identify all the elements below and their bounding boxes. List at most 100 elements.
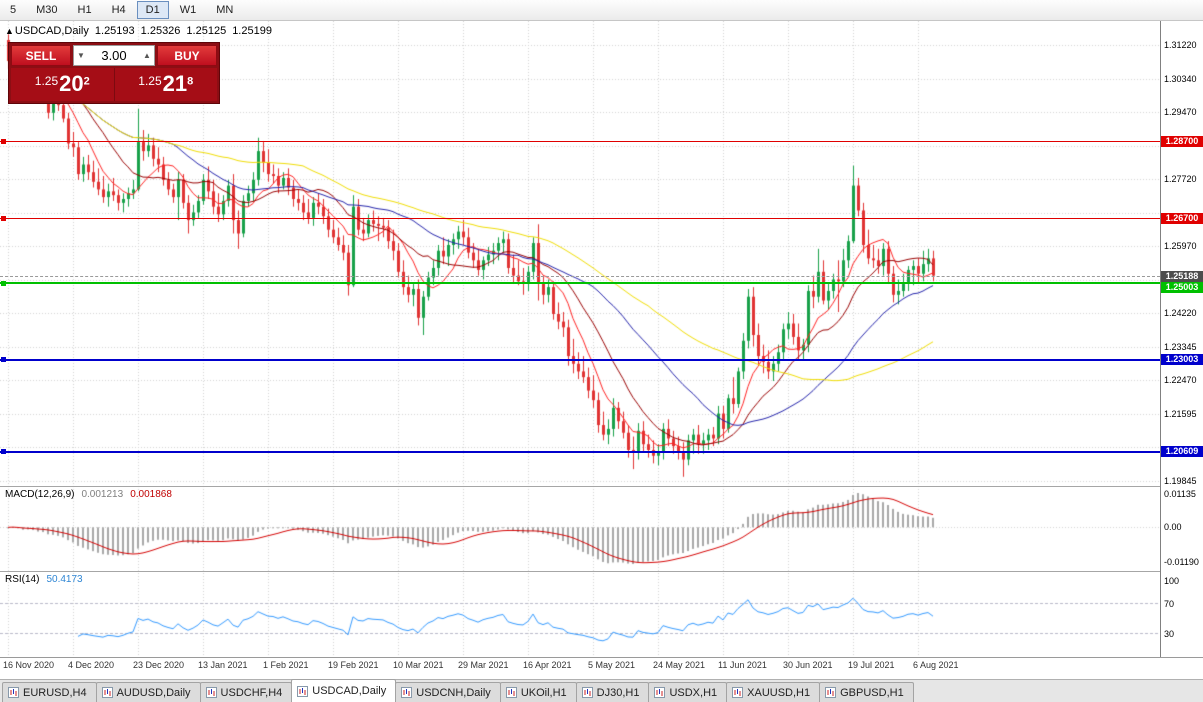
- buy-button[interactable]: BUY: [157, 45, 217, 66]
- timeframe-w1[interactable]: W1: [179, 4, 197, 16]
- price-axis-label: 1.19845: [1164, 475, 1197, 486]
- chart-tab-label: EURUSD,H4: [23, 686, 87, 699]
- ohlc-close: 1.25199: [232, 25, 272, 37]
- bid-price-line: [0, 276, 1160, 277]
- macd-axis-label: 0.00: [1164, 522, 1182, 533]
- price-axis-label: 1.24220: [1164, 308, 1197, 319]
- price-axis-label: 1.27720: [1164, 174, 1197, 185]
- chart-tab-label: XAUUSD,H1: [747, 686, 811, 699]
- chart-tab-icon: [505, 687, 517, 698]
- chart-tab-xauusd-h1[interactable]: XAUUSD,H1: [726, 682, 821, 702]
- date-axis: 16 Nov 2020 4 Dec 2020 23 Dec 2020 13 Jan 2…: [0, 658, 1160, 673]
- ohlc-high: 1.25326: [140, 25, 181, 37]
- chart-tab-icon: [205, 687, 217, 698]
- rsi-axis-label: 30: [1164, 628, 1175, 639]
- line-handle-icon[interactable]: [1, 216, 6, 221]
- rsi-axis-label: 70: [1164, 598, 1175, 609]
- date-label: 5 May 2021: [588, 660, 636, 670]
- chart-tab-usdx-h1[interactable]: USDX,H1: [648, 682, 728, 702]
- price-axis: 1.31220 1.30340 1.29470 1.27720 1.25970 1.242…: [1160, 21, 1203, 657]
- rsi-indicator-name: RSI(14): [5, 574, 40, 585]
- timeframe-d1[interactable]: D1: [136, 1, 169, 19]
- macd-main-value: 0.001213: [81, 489, 124, 500]
- volume-value[interactable]: 3.00: [101, 48, 127, 63]
- price-badge-1-25003: 1.25003: [1161, 282, 1203, 293]
- sell-price-base: 1.25: [34, 74, 59, 88]
- price-axis-label: 1.30340: [1164, 73, 1197, 84]
- ohlc-readout: ▲USDCAD,Daily 1.25193 1.25326 1.25125 1.2519…: [5, 25, 278, 37]
- sell-price-sup: 2: [83, 75, 90, 88]
- chart-tab-label: USDCNH,Daily: [416, 686, 491, 699]
- buy-price-big: 21: [162, 71, 188, 96]
- rsi-pane-separator[interactable]: [0, 571, 1203, 572]
- volume-increase-icon[interactable]: ▲: [143, 51, 151, 60]
- price-badge-1-28700: 1.28700: [1161, 136, 1203, 147]
- sell-price-button[interactable]: 1.25202: [11, 68, 114, 101]
- date-label: 13 Jan 2021: [198, 660, 248, 670]
- timeframe-h4[interactable]: H4: [111, 4, 126, 16]
- price-axis-label: 1.31220: [1164, 39, 1197, 50]
- line-handle-icon[interactable]: [1, 449, 6, 454]
- timeframe-h1[interactable]: H1: [77, 4, 92, 16]
- timeframe-m30[interactable]: M30: [36, 4, 58, 16]
- price-axis-label: 1.25970: [1164, 241, 1197, 252]
- price-chart-canvas[interactable]: [0, 21, 1160, 657]
- chart-tab-icon: [581, 687, 593, 698]
- price-badge-1-26700: 1.26700: [1161, 213, 1203, 224]
- timeframe-mn[interactable]: MN: [216, 4, 234, 16]
- chart-tab-icon: [297, 685, 309, 697]
- chart-tab-usdcnh-daily[interactable]: USDCNH,Daily: [395, 682, 501, 702]
- chart-tab-eurusd-h4[interactable]: EURUSD,H4: [2, 682, 97, 702]
- price-axis-label: 1.23345: [1164, 341, 1197, 352]
- macd-indicator-header: MACD(12,26,9) 0.001213 0.001868: [5, 489, 179, 500]
- buy-price-sup: 8: [187, 75, 194, 88]
- chart-tab-label: USDCAD,Daily: [312, 685, 387, 697]
- macd-pane-separator[interactable]: [0, 486, 1203, 487]
- horizontal-line-1.28700[interactable]: [0, 141, 1160, 142]
- date-label: 4 Dec 2020: [68, 660, 115, 670]
- chart-tab-icon: [401, 687, 413, 698]
- rsi-value: 50.4173: [46, 574, 83, 585]
- buy-price-button[interactable]: 1.25218: [113, 68, 218, 101]
- macd-indicator-name: MACD(12,26,9): [5, 489, 75, 500]
- price-badge-1-20609: 1.20609: [1161, 446, 1203, 457]
- date-label: 1 Feb 2021: [263, 660, 309, 670]
- date-label: 6 Aug 2021: [913, 660, 959, 670]
- symbol-marker-icon: ▲: [5, 26, 14, 36]
- sell-button[interactable]: SELL: [11, 45, 71, 66]
- symbol-name: USDCAD,Daily: [14, 25, 89, 37]
- price-badge-1-25188: 1.25188: [1161, 271, 1203, 282]
- timeframe-5[interactable]: 5: [10, 4, 17, 16]
- chart-window: ▲USDCAD,Daily 1.25193 1.25326 1.25125 1.2519…: [0, 21, 1203, 658]
- buy-price-base: 1.25: [138, 74, 162, 88]
- line-handle-icon[interactable]: [1, 357, 6, 362]
- chart-tab-audusd-daily[interactable]: AUDUSD,Daily: [95, 682, 201, 702]
- chart-tab-usdchf-h4[interactable]: USDCHF,H4: [199, 682, 293, 702]
- date-label: 10 Mar 2021: [393, 660, 444, 670]
- one-click-trading-panel: SELL ▼ 3.00 ▲ BUY 1.25202 1.25218: [8, 42, 220, 104]
- line-handle-icon[interactable]: [1, 139, 6, 144]
- horizontal-line-1.23003[interactable]: [0, 359, 1160, 361]
- chart-tab-usdcad-daily[interactable]: USDCAD,Daily: [291, 679, 397, 702]
- chart-tab-label: USDCHF,H4: [220, 686, 283, 699]
- chart-tab-label: GBPUSD,H1: [840, 686, 904, 699]
- date-label: 11 Jun 2021: [718, 660, 767, 670]
- horizontal-line-1.26700[interactable]: [0, 218, 1160, 219]
- chart-tab-ukoil-h1[interactable]: UKOil,H1: [499, 682, 577, 702]
- horizontal-line-1.25003[interactable]: [0, 282, 1160, 284]
- date-label: 19 Feb 2021: [328, 660, 379, 670]
- date-label: 30 Jun 2021: [783, 660, 833, 670]
- chart-tabs-bar: EURUSD,H4 AUDUSD,Daily USDCHF,H4 USDCAD,Dai…: [0, 679, 1203, 702]
- timeframe-toolbar: 5 M30 H1 H4 D1 W1 MN: [0, 0, 1203, 21]
- chart-tab-label: DJ30,H1: [596, 686, 640, 699]
- price-badge-1-23003: 1.23003: [1161, 354, 1203, 365]
- line-handle-icon[interactable]: [1, 281, 6, 286]
- volume-decrease-icon[interactable]: ▼: [77, 51, 85, 60]
- chart-tab-gbpusd-h1[interactable]: GBPUSD,H1: [819, 682, 914, 702]
- chart-tab-dj30-h1[interactable]: DJ30,H1: [575, 682, 650, 702]
- date-label: 29 Mar 2021: [458, 660, 509, 670]
- horizontal-line-1.20609[interactable]: [0, 451, 1160, 453]
- volume-stepper: ▼ 3.00 ▲: [73, 45, 155, 66]
- date-label: 16 Nov 2020: [3, 660, 55, 670]
- chart-tab-icon: [101, 687, 113, 698]
